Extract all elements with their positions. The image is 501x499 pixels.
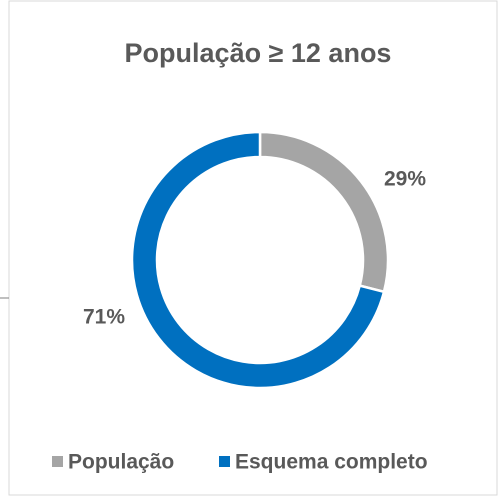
legend-swatch: [52, 456, 63, 467]
data-label: 29%: [384, 168, 426, 191]
chart-title: População ≥ 12 anos: [125, 38, 392, 68]
data-label: 71%: [83, 306, 125, 329]
legend-swatch: [219, 456, 230, 467]
donut-segment: [130, 130, 386, 390]
legend-label: Esquema completo: [235, 451, 428, 474]
chart-frame: [8, 0, 498, 496]
legend-label: População: [68, 451, 174, 474]
